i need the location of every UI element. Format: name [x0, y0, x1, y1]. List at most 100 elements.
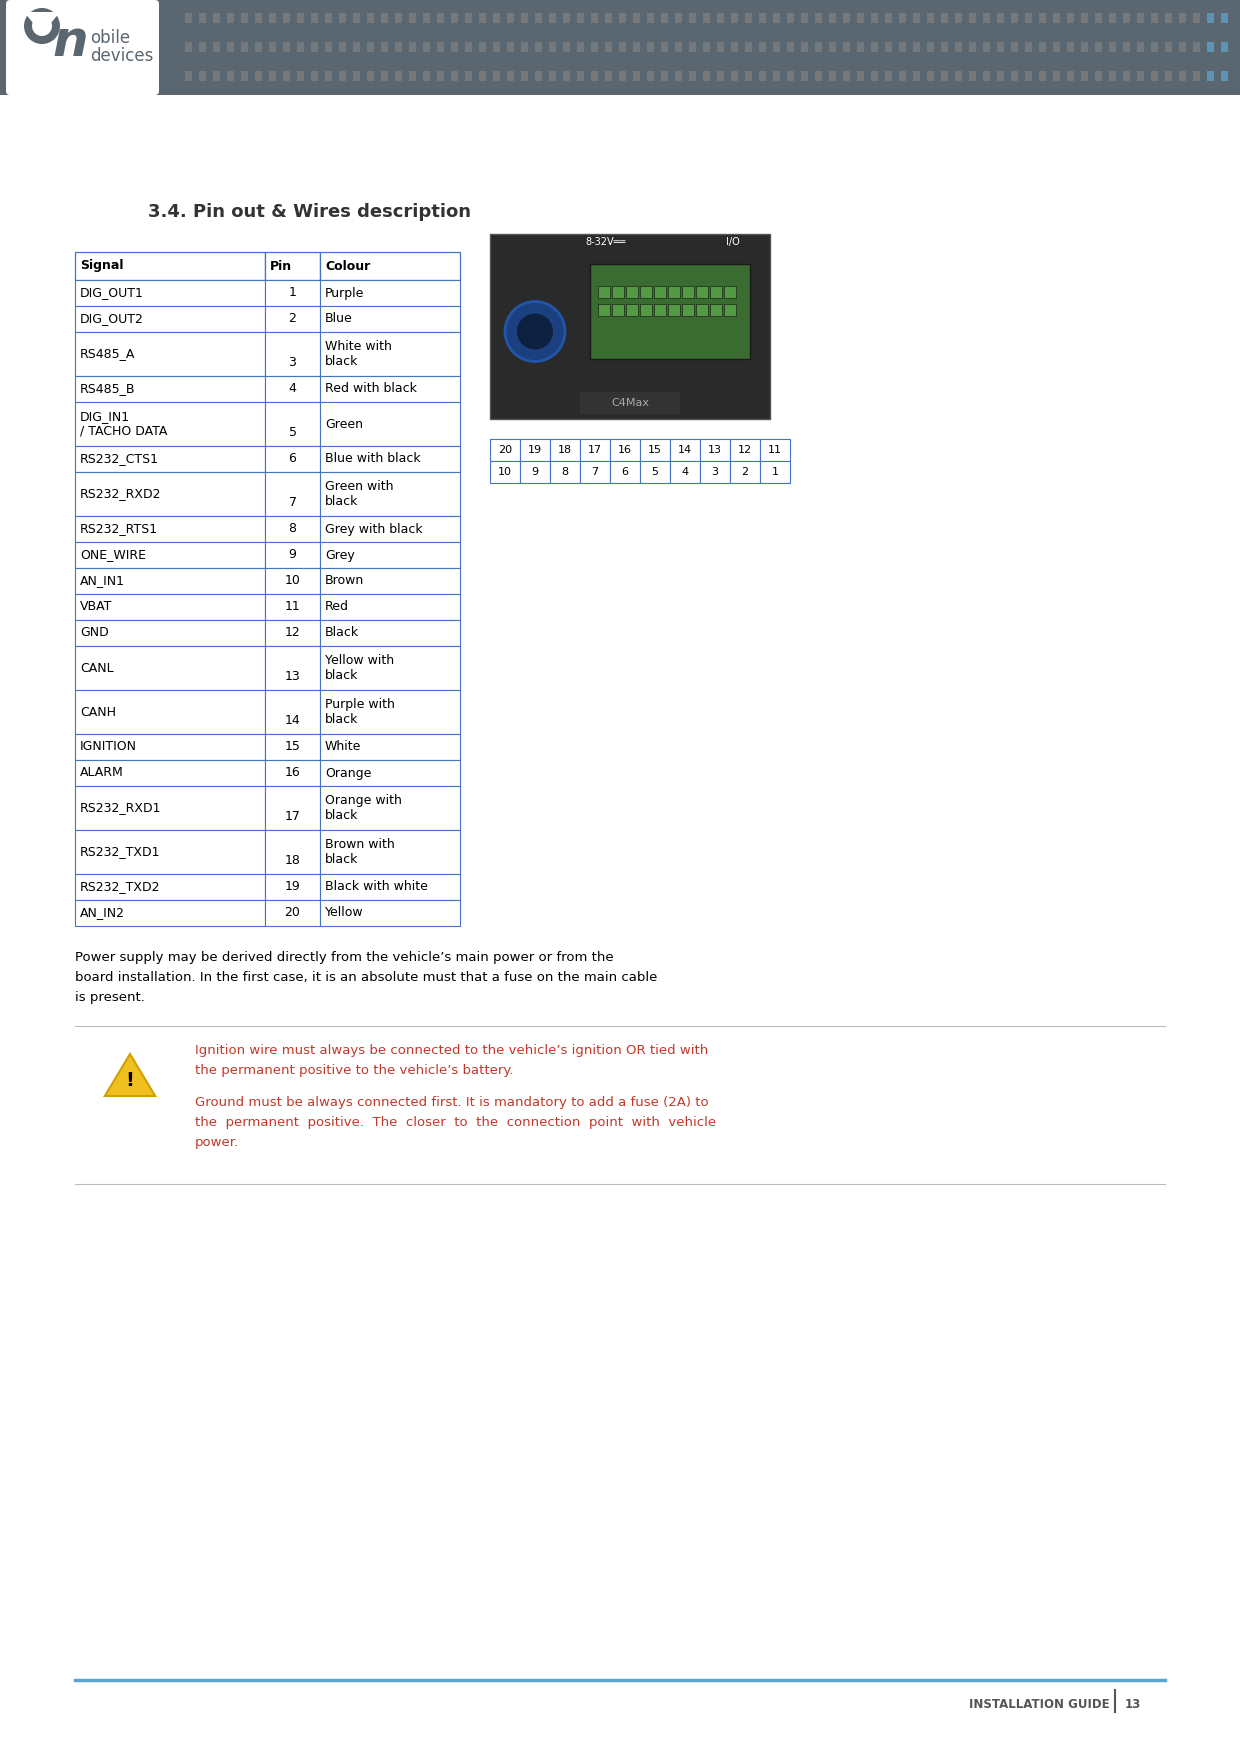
Text: 4: 4: [289, 383, 296, 395]
Bar: [490, 462, 520, 483]
Bar: [320, 594, 460, 620]
Bar: [632, 12, 640, 23]
Bar: [298, 42, 304, 52]
Bar: [730, 439, 760, 462]
Text: DIG_OUT2: DIG_OUT2: [81, 312, 144, 326]
Text: 7: 7: [289, 496, 296, 509]
Bar: [1081, 12, 1087, 23]
Bar: [265, 620, 320, 646]
Text: 5: 5: [651, 467, 658, 477]
Bar: [325, 71, 332, 80]
Bar: [773, 12, 780, 23]
Bar: [997, 12, 1004, 23]
Text: 2: 2: [289, 312, 296, 326]
Bar: [1039, 71, 1047, 80]
Bar: [423, 71, 430, 80]
Text: !: !: [125, 1071, 134, 1089]
Bar: [320, 307, 460, 333]
Polygon shape: [105, 1054, 155, 1096]
Bar: [520, 462, 551, 483]
Bar: [580, 392, 680, 415]
Bar: [1151, 42, 1158, 52]
Bar: [269, 12, 277, 23]
Bar: [717, 12, 724, 23]
Bar: [701, 439, 730, 462]
Text: 14: 14: [285, 714, 300, 728]
Bar: [227, 71, 234, 80]
Bar: [724, 286, 737, 298]
Bar: [1123, 71, 1130, 80]
Bar: [760, 462, 790, 483]
Bar: [265, 446, 320, 472]
Bar: [521, 71, 528, 80]
Bar: [661, 42, 668, 52]
Text: 19: 19: [528, 444, 542, 455]
Text: DIG_OUT1: DIG_OUT1: [81, 286, 144, 300]
Bar: [451, 42, 458, 52]
Text: RS485_A: RS485_A: [81, 347, 135, 361]
Bar: [465, 42, 472, 52]
Bar: [311, 42, 317, 52]
Bar: [320, 733, 460, 760]
Bar: [1137, 71, 1145, 80]
Text: 13: 13: [1125, 1698, 1141, 1711]
Text: 16: 16: [285, 766, 300, 779]
Bar: [185, 42, 192, 52]
Bar: [320, 690, 460, 733]
Bar: [801, 71, 808, 80]
Bar: [265, 874, 320, 901]
Bar: [269, 42, 277, 52]
Text: Red with black: Red with black: [325, 383, 417, 395]
Bar: [701, 462, 730, 483]
Text: 17: 17: [284, 810, 300, 824]
Bar: [74, 760, 265, 786]
Bar: [732, 71, 738, 80]
Bar: [968, 42, 976, 52]
Text: Yellow: Yellow: [325, 906, 363, 920]
Bar: [353, 71, 360, 80]
Text: 12: 12: [738, 444, 753, 455]
Bar: [74, 307, 265, 333]
Bar: [74, 516, 265, 542]
Bar: [941, 12, 949, 23]
Bar: [325, 12, 332, 23]
Text: 3.4. Pin out & Wires description: 3.4. Pin out & Wires description: [149, 204, 471, 221]
Bar: [241, 71, 248, 80]
Text: RS232_CTS1: RS232_CTS1: [81, 453, 159, 465]
Bar: [1053, 71, 1060, 80]
Bar: [885, 71, 892, 80]
Bar: [647, 42, 653, 52]
Bar: [1221, 12, 1228, 23]
Text: 10: 10: [498, 467, 512, 477]
Bar: [255, 42, 262, 52]
Bar: [997, 71, 1004, 80]
Bar: [265, 376, 320, 402]
Bar: [968, 71, 976, 80]
Bar: [983, 12, 990, 23]
Bar: [320, 620, 460, 646]
Bar: [613, 286, 624, 298]
Bar: [1066, 71, 1074, 80]
Bar: [870, 42, 878, 52]
Bar: [185, 12, 192, 23]
Bar: [534, 12, 542, 23]
Bar: [1095, 42, 1102, 52]
Bar: [843, 12, 849, 23]
Circle shape: [24, 9, 60, 44]
Bar: [265, 516, 320, 542]
Bar: [745, 12, 751, 23]
Text: 3: 3: [289, 357, 296, 369]
Bar: [339, 42, 346, 52]
Bar: [283, 12, 290, 23]
Text: VBAT: VBAT: [81, 601, 113, 613]
Bar: [265, 786, 320, 829]
Bar: [265, 402, 320, 446]
Bar: [74, 594, 265, 620]
Text: Green with
black: Green with black: [325, 481, 393, 509]
Text: 8-32V══: 8-32V══: [585, 237, 625, 247]
Text: C4Max: C4Max: [611, 397, 649, 408]
Bar: [1025, 71, 1032, 80]
Bar: [724, 305, 737, 315]
Bar: [1137, 42, 1145, 52]
Bar: [632, 42, 640, 52]
